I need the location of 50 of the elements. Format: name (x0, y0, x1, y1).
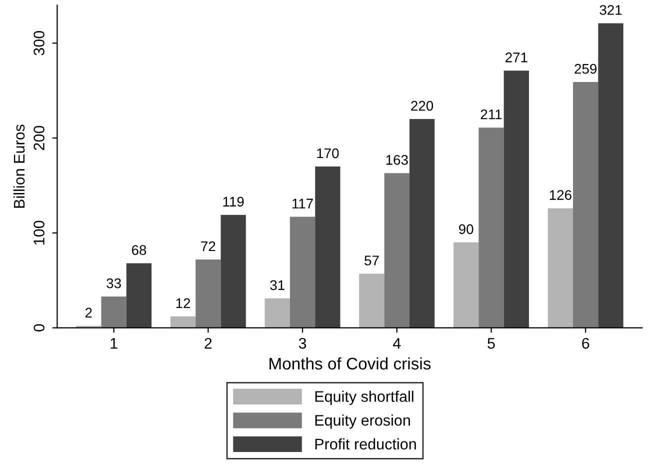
data-label: 321 (600, 5, 622, 15)
data-label: 33 (106, 278, 121, 288)
data-label: 68 (132, 245, 146, 255)
data-label: 119 (223, 196, 244, 207)
y-tick-label: 0 (34, 324, 44, 332)
data-label: 211 (480, 109, 502, 120)
y-tick-label: 200 (34, 126, 44, 150)
data-label: 117 (292, 198, 313, 208)
bar (196, 259, 221, 328)
bar (315, 166, 340, 328)
bar (409, 119, 435, 328)
y-tick-label: 100 (34, 220, 44, 244)
bar (478, 128, 504, 328)
x-tick-label: 4 (392, 338, 401, 349)
bar (170, 316, 196, 328)
bar (453, 242, 479, 328)
data-label: 72 (201, 241, 216, 252)
data-label: 163 (386, 155, 408, 165)
legend-label: Equity shortfall (315, 390, 414, 405)
bar (126, 263, 152, 328)
bar (573, 82, 598, 328)
data-label: 57 (364, 256, 379, 266)
x-axis-title: Months of Covid crisis (270, 357, 431, 370)
y-axis-title: Billion Euros (13, 124, 25, 208)
bar (384, 173, 410, 328)
bar (264, 298, 290, 328)
data-label: 271 (506, 52, 528, 62)
data-label: 170 (317, 148, 339, 158)
x-tick-label: 3 (298, 338, 306, 349)
data-label: 31 (270, 280, 284, 290)
x-tick-label: 6 (582, 338, 590, 349)
bar (101, 296, 126, 328)
x-tick-label: 5 (488, 338, 495, 349)
data-label: 2 (85, 308, 92, 318)
bar (220, 214, 246, 328)
legend-label: Profit reduction (315, 438, 416, 450)
y-tick-label: 300 (34, 30, 44, 56)
data-label: 90 (459, 224, 474, 234)
bar (359, 274, 384, 328)
bar (598, 23, 624, 328)
bar (504, 70, 529, 328)
legend-label: Equity erosion (315, 414, 410, 429)
data-label: 12 (176, 298, 190, 308)
bar (548, 208, 574, 328)
bar (290, 216, 316, 328)
x-tick-label: 2 (204, 338, 212, 349)
x-tick-label: 1 (110, 338, 118, 349)
data-label: 259 (574, 64, 597, 74)
data-label: 220 (411, 100, 434, 111)
data-label: 126 (550, 190, 572, 200)
